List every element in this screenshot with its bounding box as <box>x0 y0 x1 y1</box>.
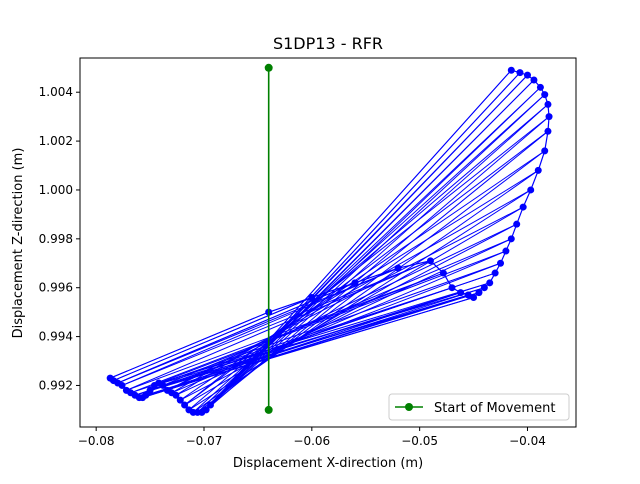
lines-layer <box>109 69 550 413</box>
series-data-point <box>464 291 472 299</box>
series-data-point <box>527 186 535 194</box>
series-data-point <box>530 76 538 84</box>
chart-title: S1DP13 - RFR <box>273 34 383 53</box>
x-tick-label: −0.08 <box>78 434 115 448</box>
series-line-segment <box>126 272 444 391</box>
y-tick-label: 0.994 <box>39 330 73 344</box>
series-line-segment <box>201 79 535 413</box>
series-data-point <box>491 269 499 277</box>
series-data-point <box>523 71 531 79</box>
series-line-segment <box>145 287 485 396</box>
series-line-segment <box>210 86 541 406</box>
y-tick-label: 0.996 <box>39 281 73 295</box>
series-line-segment <box>171 189 531 394</box>
series-data-point <box>497 259 505 267</box>
series-data-point <box>426 257 434 265</box>
series-line-segment <box>142 292 480 399</box>
series-data-point <box>448 284 456 292</box>
plot-area <box>79 57 577 428</box>
y-tick-label: 1.002 <box>39 134 73 148</box>
series-data-point <box>457 289 465 297</box>
series-data-point <box>470 293 478 301</box>
series-line-segment <box>184 130 549 406</box>
x-tick-label: −0.05 <box>401 434 438 448</box>
series-line-segment <box>167 206 524 391</box>
series-data-point <box>544 100 552 108</box>
y-tick-label: 0.998 <box>39 232 73 246</box>
series-line-segment <box>180 223 517 401</box>
x-tick-label: −0.06 <box>293 434 330 448</box>
series-data-point <box>541 147 549 155</box>
series-data-point <box>351 279 359 287</box>
series-line-segment <box>162 238 512 386</box>
series-data-point <box>516 69 524 77</box>
series-line-segment <box>210 104 549 406</box>
start-of-movement-point <box>264 63 273 72</box>
series-line-segment <box>179 150 546 401</box>
series-data-point <box>159 381 167 389</box>
series-data-point <box>507 235 515 243</box>
series-data-point <box>206 401 214 409</box>
y-tick-label: 0.992 <box>39 378 73 392</box>
series-data-point <box>480 284 488 292</box>
series-data-point <box>475 289 483 297</box>
series-line-segment <box>113 297 313 382</box>
plot-background <box>80 58 576 427</box>
x-tick-label: −0.07 <box>186 434 223 448</box>
x-axis-label: Displacement X-direction (m) <box>233 456 423 471</box>
series-data-point <box>519 203 527 211</box>
plot-frame <box>79 57 577 428</box>
series-line-segment <box>117 267 399 384</box>
legend: Start of Movement <box>388 393 570 421</box>
start-of-movement-point <box>264 405 273 414</box>
series-data-point <box>534 166 542 174</box>
series-data-point <box>545 113 553 121</box>
series-data-point <box>202 406 210 414</box>
series-data-point <box>394 264 402 272</box>
x-axis-ticks: −0.08 −0.07 −0.06 −0.05 −0.04 <box>78 427 546 448</box>
series-data-point <box>308 293 316 301</box>
series-line-segment <box>210 69 512 406</box>
series-data-point <box>536 83 544 91</box>
markers-layer <box>106 63 553 416</box>
x-tick-label: −0.04 <box>509 434 546 448</box>
series-line-segment <box>121 267 399 386</box>
series-data-point <box>507 66 515 74</box>
series-line-segment <box>188 104 549 411</box>
y-axis-ticks: 0.992 0.994 0.996 0.998 1.000 1.002 1.004 <box>39 85 80 392</box>
series-data-point <box>439 269 447 277</box>
series-data-point <box>181 401 189 409</box>
series-data-point <box>176 396 184 404</box>
legend-entry-start-of-movement: Start of Movement <box>434 401 555 416</box>
series-data-point <box>513 220 521 228</box>
series-line-segment <box>158 250 507 384</box>
series-data-point <box>486 279 494 287</box>
y-tick-label: 1.000 <box>39 183 73 197</box>
series-line-segment <box>184 116 550 406</box>
series-line-segment <box>205 72 521 411</box>
series-data-point <box>544 127 552 135</box>
series-data-point <box>172 391 180 399</box>
series-data-point <box>502 247 510 255</box>
series-line-segment <box>109 311 269 379</box>
legend-swatch-marker <box>405 403 413 411</box>
y-tick-label: 1.004 <box>39 85 73 99</box>
series-data-point <box>142 391 150 399</box>
y-axis-label: Displacement Z-direction (m) <box>11 148 26 339</box>
series-data-point <box>541 91 549 99</box>
series-line-segment <box>126 260 431 391</box>
series-data-point <box>146 386 154 394</box>
legend-box <box>388 393 570 421</box>
series-data-point <box>118 381 126 389</box>
